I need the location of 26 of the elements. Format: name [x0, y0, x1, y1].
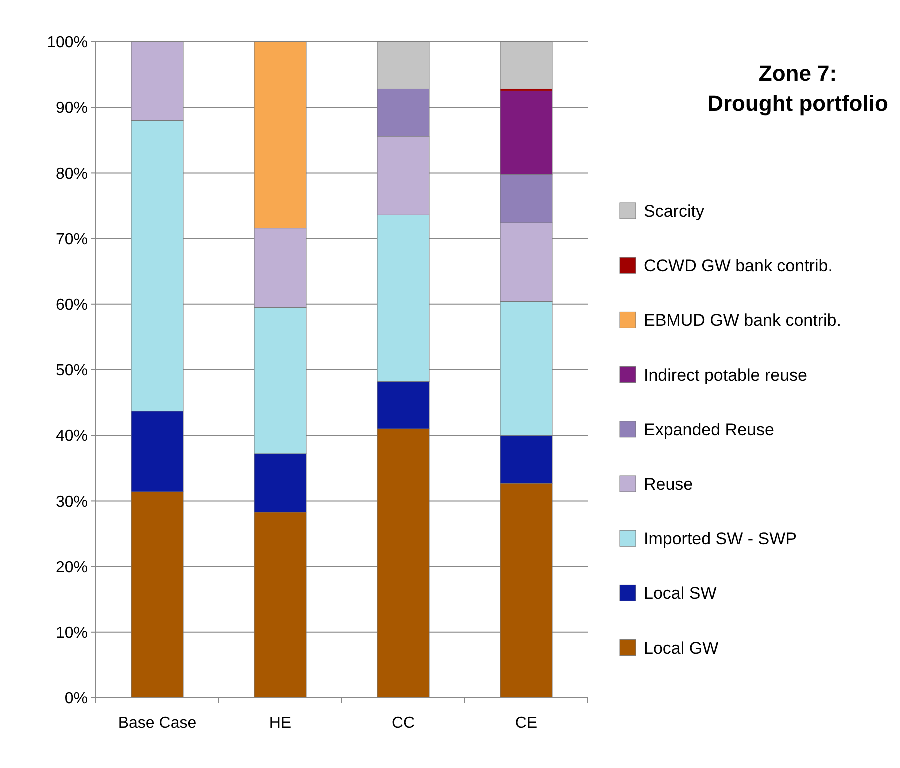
legend-label: EBMUD GW bank contrib. — [644, 311, 842, 330]
y-tick-label: 50% — [56, 362, 88, 380]
x-tick-label: HE — [269, 715, 292, 732]
y-tick-label: 0% — [64, 690, 88, 708]
legend-label: Local SW — [644, 584, 717, 604]
y-tick-label: 90% — [56, 100, 88, 118]
legend-label: Local GW — [644, 638, 719, 658]
y-tick-label: 80% — [56, 166, 88, 183]
y-tick-label: 30% — [56, 494, 88, 511]
legend-label: CCWD GW bank contrib. — [644, 256, 833, 276]
y-tick-label: 40% — [56, 428, 88, 446]
legend-label: Expanded Reuse — [644, 420, 774, 440]
legend-label: Imported SW - SWP — [644, 530, 798, 549]
y-tick-label: 70% — [56, 231, 88, 248]
y-tick-label: 20% — [56, 559, 88, 576]
text: Zone 7: Drought portfolio — [708, 61, 888, 116]
x-tick-label: CE — [515, 715, 538, 732]
x-tick-label: CC — [392, 715, 416, 732]
legend-label: Reuse — [644, 474, 694, 494]
legend-label: Indirect potable reuse — [644, 366, 808, 385]
bar — [500, 42, 553, 90]
x-tick-label: Base Case — [118, 715, 197, 732]
legend-label: Scarcity — [644, 202, 705, 221]
y-tick-label: 100% — [47, 34, 88, 52]
y-tick-label: 60% — [56, 297, 88, 314]
y-tick-label: 10% — [56, 625, 88, 642]
